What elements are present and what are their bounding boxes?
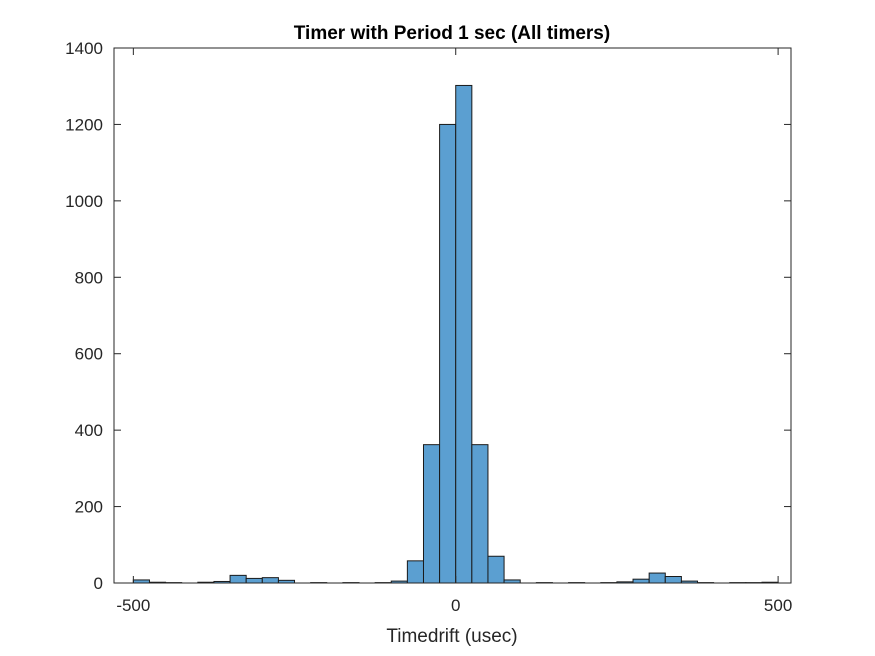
y-tick-label-5: 1000 xyxy=(65,192,103,211)
y-tick-label-2: 400 xyxy=(75,421,103,440)
histogram-bars xyxy=(132,84,779,584)
axes: 0 200 400 600 800 1000 1200 1400 -500 0 500 xyxy=(65,39,792,615)
x-axis-label: Timedrift (usec) xyxy=(386,626,517,647)
histogram-bar-8 xyxy=(261,577,279,584)
y-tick-label-7: 1400 xyxy=(65,39,103,58)
y-tick-label-3: 600 xyxy=(75,345,103,364)
y-tick-label-6: 1200 xyxy=(65,115,103,134)
y-tick-label-0: 0 xyxy=(94,574,103,593)
chart-title: Timer with Period 1 sec (All timers) xyxy=(294,23,610,44)
histogram-bar-7 xyxy=(245,577,263,584)
y-tick-label-1: 200 xyxy=(75,498,103,517)
histogram-bar-33 xyxy=(664,576,682,584)
histogram-bar-17 xyxy=(406,560,424,584)
histogram-bar-31 xyxy=(632,578,650,584)
x-tick-label-0: -500 xyxy=(116,596,150,615)
histogram-bar-32 xyxy=(648,572,666,584)
histogram-bar-6 xyxy=(229,574,247,584)
y-tick-label-4: 800 xyxy=(75,268,103,287)
x-tick-label-1: 0 xyxy=(451,596,460,615)
plot-box xyxy=(113,47,792,584)
x-tick-label-2: 500 xyxy=(764,596,792,615)
histogram-bar-20 xyxy=(455,84,473,584)
histogram-bar-19 xyxy=(439,123,457,584)
histogram-bar-22 xyxy=(487,555,505,584)
histogram-bar-21 xyxy=(471,444,489,584)
histogram-bar-18 xyxy=(422,444,441,584)
